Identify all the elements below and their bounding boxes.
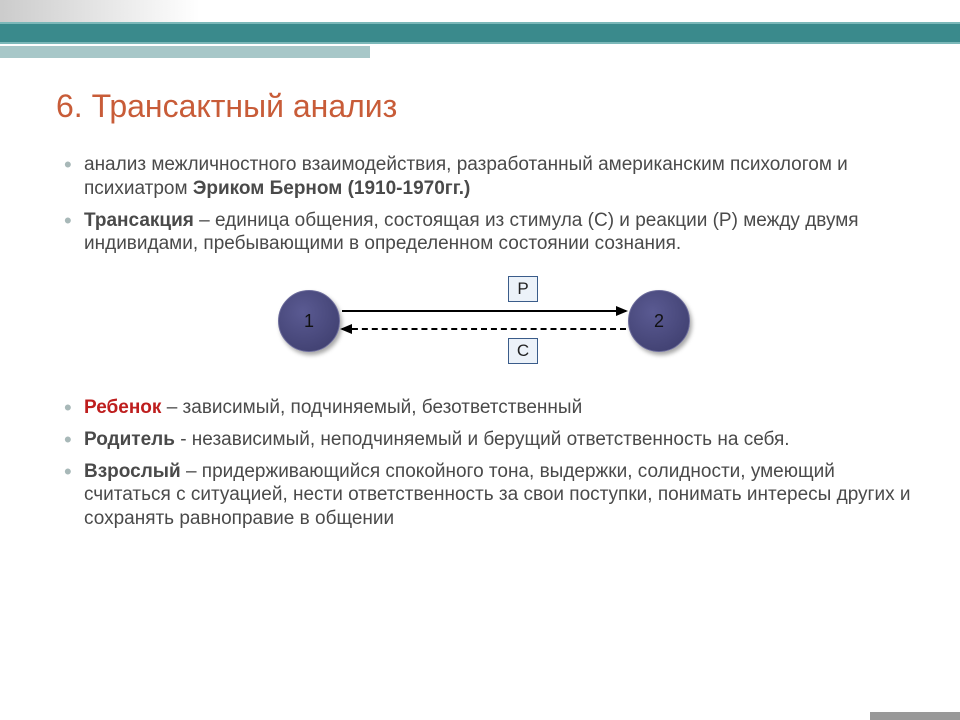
decor-mid-bar	[0, 46, 370, 58]
diagram-node-2-label: 2	[654, 311, 664, 332]
bullet-list: анализ межличностного взаимодействия, ра…	[56, 153, 920, 256]
diagram-arrow-stimulus	[342, 310, 626, 312]
diagram-badge-c: С	[508, 338, 538, 364]
decor-top-bar	[0, 22, 960, 44]
bullet-intro: анализ межличностного взаимодействия, ра…	[56, 153, 920, 201]
bullet-child-def: – зависимый, подчиняемый, безответственн…	[161, 397, 582, 418]
bullet-intro-bold: Эриком Берном (1910-1970гг.)	[193, 178, 470, 199]
diagram-node-1: 1	[278, 290, 340, 352]
decor-corner-bar	[870, 712, 960, 720]
slide-title: 6. Трансактный анализ	[56, 88, 920, 125]
bullet-adult-def: – придерживающийся спокойного тона, выде…	[84, 461, 911, 530]
decor-top-shadow	[0, 0, 200, 22]
bullet-parent-term: Родитель	[84, 429, 175, 450]
bullet-parent: Родитель - независимый, неподчиняемый и …	[56, 428, 920, 452]
title-number: 6.	[56, 88, 83, 124]
diagram-badge-p-label: Р	[517, 279, 528, 299]
bullet-child-term: Ребенок	[84, 397, 161, 418]
bullet-transaction-term: Трансакция	[84, 210, 194, 231]
transaction-diagram: 1 2 Р С	[238, 266, 738, 376]
bullet-parent-def: - независимый, неподчиняемый и берущий о…	[175, 429, 790, 450]
bullet-transaction: Трансакция – единица общения, состоящая …	[56, 209, 920, 257]
diagram-badge-c-label: С	[517, 341, 529, 361]
bullet-child: Ребенок – зависимый, подчиняемый, безотв…	[56, 396, 920, 420]
slide-content: 6. Трансактный анализ анализ межличностн…	[56, 88, 920, 539]
bullet-adult: Взрослый – придерживающийся спокойного т…	[56, 460, 920, 531]
bullet-list-roles: Ребенок – зависимый, подчиняемый, безотв…	[56, 396, 920, 531]
diagram-arrow-reaction	[342, 328, 626, 330]
diagram-node-2: 2	[628, 290, 690, 352]
bullet-transaction-dash: –	[194, 210, 215, 231]
diagram-node-1-label: 1	[304, 311, 314, 332]
bullet-adult-term: Взрослый	[84, 461, 181, 482]
title-text: Трансактный анализ	[92, 88, 398, 124]
diagram-badge-p: Р	[508, 276, 538, 302]
